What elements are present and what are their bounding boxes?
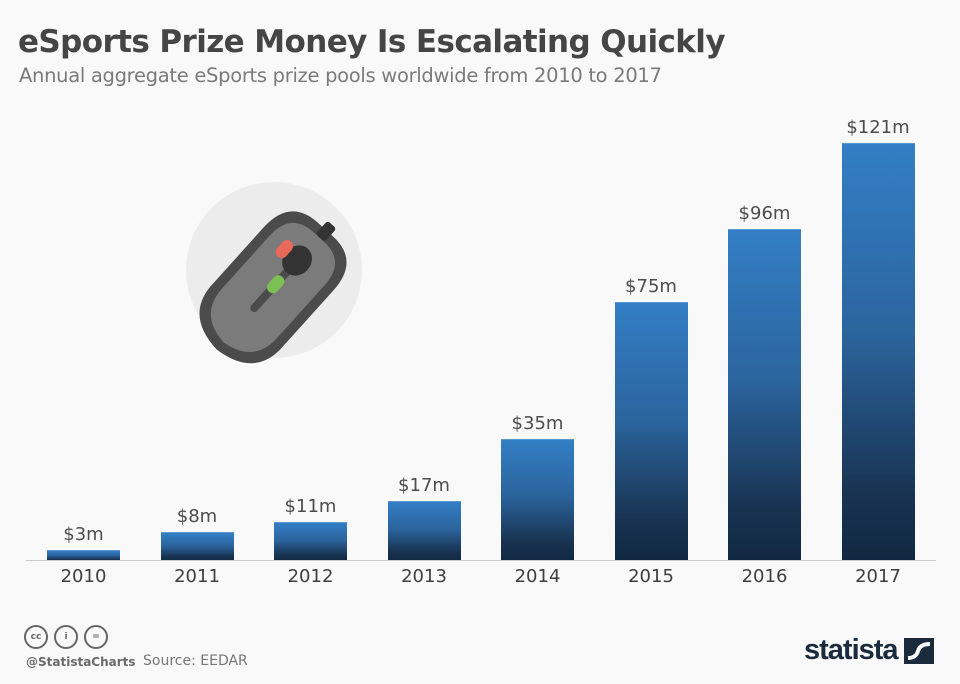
bar-2017 xyxy=(841,143,915,561)
value-label: $75m xyxy=(625,275,677,297)
x-tick-label: 2015 xyxy=(628,566,674,587)
bar-2016 xyxy=(728,229,801,561)
x-tick-label: 2012 xyxy=(287,566,334,587)
value-label: $35m xyxy=(511,413,564,435)
bar-2011 xyxy=(160,532,234,561)
statista-logo-icon xyxy=(903,637,934,664)
bar-2014 xyxy=(501,439,574,561)
bar-2010 xyxy=(47,549,120,561)
value-label: $17m xyxy=(398,475,450,497)
bar-chart: $3m 2010 $8m 2011 $11m 2012 $17m 2013 $35m 2014 $7… xyxy=(47,117,915,587)
x-tick-label: 2010 xyxy=(60,566,107,587)
statista-logo[interactable]: statista xyxy=(804,634,934,667)
source-text: Source: EEDAR xyxy=(143,653,248,669)
chart-subtitle: Annual aggregate eSports prize pools wor… xyxy=(19,64,662,87)
no-derivatives-icon[interactable]: = xyxy=(84,625,108,649)
chart-title: eSports Prize Money Is Escalating Quickl… xyxy=(18,24,726,60)
value-label: $96m xyxy=(738,203,791,225)
x-axis-line xyxy=(26,560,936,561)
cc-icon[interactable]: cc xyxy=(24,625,48,649)
attribution-icon[interactable]: i xyxy=(54,625,78,649)
bar-2015 xyxy=(614,301,688,561)
x-tick-label: 2016 xyxy=(741,566,788,587)
license-icons: cc i = xyxy=(24,625,108,649)
x-tick-label: 2014 xyxy=(514,566,561,587)
bar-2012 xyxy=(274,522,347,561)
x-tick-label: 2017 xyxy=(855,566,901,587)
x-tick-label: 2011 xyxy=(174,566,220,587)
twitter-handle[interactable]: @StatistaCharts xyxy=(26,655,136,669)
bar-2013 xyxy=(387,501,461,561)
gaming-mouse-icon xyxy=(186,182,362,364)
value-label: $11m xyxy=(284,496,337,518)
x-tick-label: 2013 xyxy=(401,566,447,587)
brand-text: statista xyxy=(804,634,899,666)
value-label: $121m xyxy=(846,117,910,138)
value-label: $3m xyxy=(63,523,104,545)
value-label: $8m xyxy=(176,506,218,528)
